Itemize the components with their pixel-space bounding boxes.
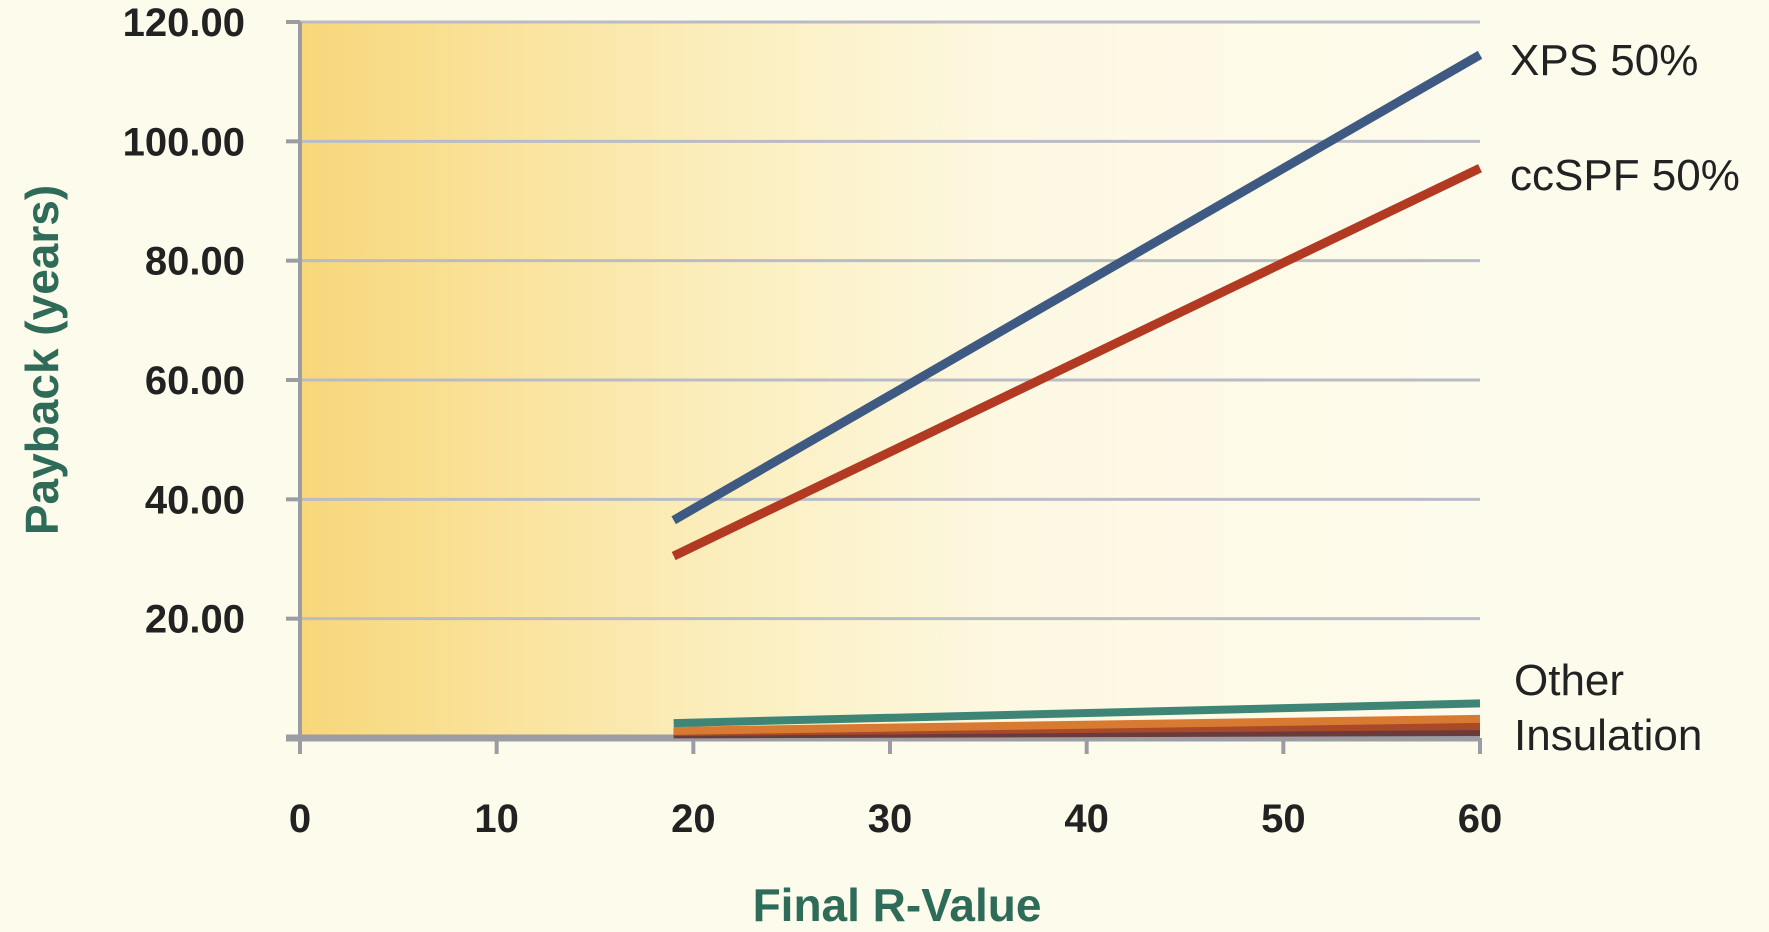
x-tick-label: 50 <box>1261 797 1306 841</box>
axes <box>286 20 1482 754</box>
y-tick-label: 100.00 <box>123 120 245 164</box>
series-lines <box>671 50 1483 739</box>
series-label-xps: XPS 50% <box>1510 36 1698 85</box>
x-tick-label: 60 <box>1458 797 1503 841</box>
y-tick-label: 40.00 <box>145 478 245 522</box>
tick-labels: 20.00 40.00 60.00 80.00 100.00 120.00 0 10 20 30 4… <box>123 1 1503 841</box>
y-tick-label: 20.00 <box>145 598 245 642</box>
x-tick-label: 10 <box>474 797 519 841</box>
series-line <box>673 714 1481 735</box>
y-axis-title: Payback (years) <box>16 185 68 535</box>
x-tick-label: 20 <box>671 797 716 841</box>
y-tick-label: 120.00 <box>123 1 245 45</box>
series-label-ccspf: ccSPF 50% <box>1510 151 1740 200</box>
gridlines <box>300 20 1480 621</box>
x-tick-label: 30 <box>868 797 913 841</box>
x-tick-label: 40 <box>1064 797 1109 841</box>
y-tick-label: 80.00 <box>145 240 245 284</box>
series-line <box>673 699 1481 728</box>
annotation-insulation: Insulation <box>1514 711 1702 760</box>
series-line <box>671 50 1483 525</box>
x-axis-title: Final R-Value <box>753 879 1042 931</box>
x-tick-label: 0 <box>289 797 311 841</box>
y-tick-label: 60.00 <box>145 359 245 403</box>
annotation-other: Other <box>1514 656 1624 705</box>
series-line <box>671 164 1482 561</box>
